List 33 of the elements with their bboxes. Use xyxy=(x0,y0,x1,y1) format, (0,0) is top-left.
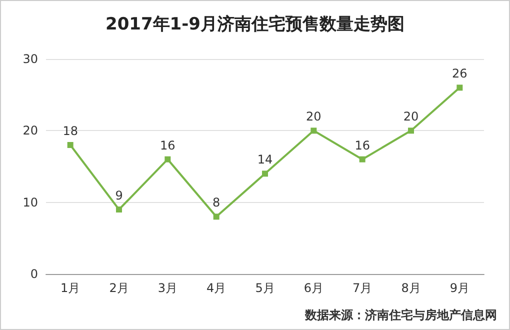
x-tick-label: 2月 xyxy=(109,281,129,295)
data-label: 26 xyxy=(452,66,468,81)
data-label: 16 xyxy=(160,138,176,152)
point xyxy=(67,142,74,148)
data-label: 16 xyxy=(354,138,370,152)
x-tick-label: 6月 xyxy=(304,281,324,295)
x-tick-label: 5月 xyxy=(255,281,275,295)
x-tick-label: 9月 xyxy=(450,281,470,295)
x-tick-label: 3月 xyxy=(158,281,178,295)
point xyxy=(456,84,463,91)
data-label: 8 xyxy=(212,196,220,210)
point xyxy=(310,128,317,134)
data-label: 20 xyxy=(306,110,322,124)
data-label: 18 xyxy=(62,124,78,138)
point xyxy=(408,128,414,134)
y-tick-label: 10 xyxy=(22,195,38,210)
data-label: 9 xyxy=(115,188,123,202)
y-tick-label: 0 xyxy=(30,267,38,281)
data-label: 20 xyxy=(403,110,419,124)
point xyxy=(359,156,366,162)
x-tick-label: 1月 xyxy=(60,281,80,295)
point xyxy=(116,206,122,212)
point xyxy=(164,156,171,162)
x-tick-label: 8月 xyxy=(401,281,421,295)
data-label: 14 xyxy=(257,152,273,167)
source-note: 数据来源：济南住宅与房地产信息网 xyxy=(304,308,497,322)
point xyxy=(262,170,268,177)
point xyxy=(213,214,220,220)
chart-title: 2017年1-9月济南住宅预售数量走势图 xyxy=(105,14,405,34)
x-tick-label: 7月 xyxy=(352,281,372,295)
y-tick-label: 30 xyxy=(22,52,38,66)
y-tick-label: 20 xyxy=(22,124,38,138)
x-tick-label: 4月 xyxy=(206,281,226,295)
